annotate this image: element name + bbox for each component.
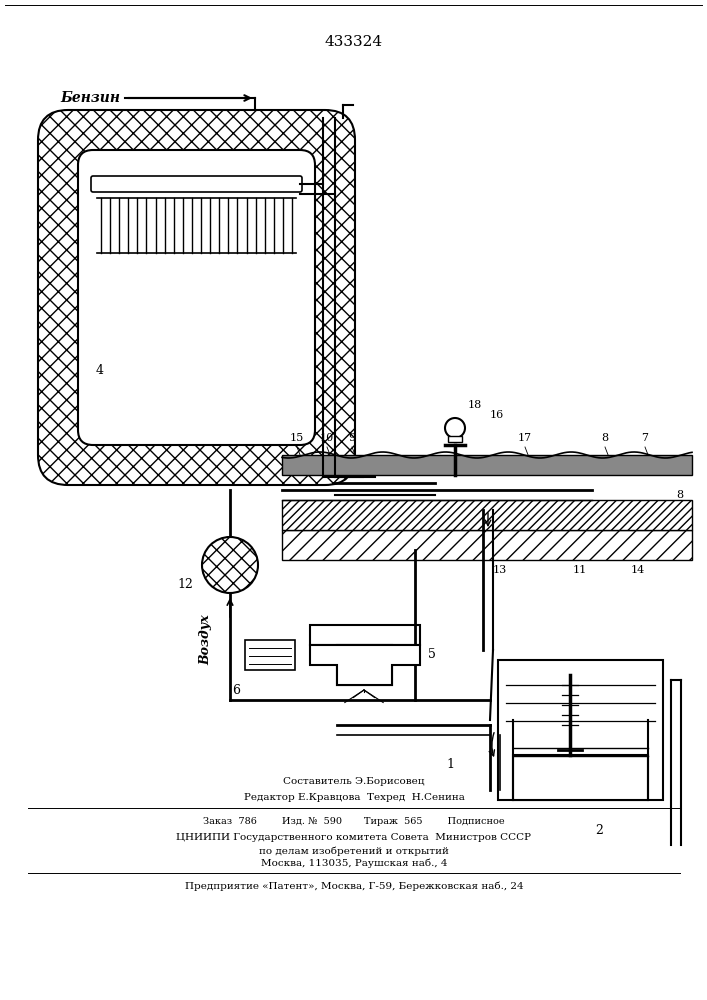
Bar <box>282 500 692 530</box>
Text: 7: 7 <box>641 433 648 443</box>
Text: Москва, 113035, Раушская наб., 4: Москва, 113035, Раушская наб., 4 <box>261 858 448 868</box>
Text: 13: 13 <box>493 565 507 575</box>
Bar <box>513 755 648 800</box>
Text: 2: 2 <box>595 824 603 836</box>
Circle shape <box>445 418 465 438</box>
Text: Заказ  786        Изд. №  590       Тираж  565        Подписное: Заказ 786 Изд. № 590 Тираж 565 Подписное <box>203 818 505 826</box>
Text: 433324: 433324 <box>325 35 383 49</box>
Text: 6: 6 <box>232 684 240 696</box>
Text: 9: 9 <box>349 433 356 443</box>
Text: Редактор Е.Кравцова  Техред  Н.Сенина: Редактор Е.Кравцова Техред Н.Сенина <box>244 794 464 802</box>
Bar <box>310 625 420 645</box>
Text: 11: 11 <box>573 565 587 575</box>
FancyBboxPatch shape <box>38 110 355 485</box>
Text: Предприятие «Патент», Москва, Г-59, Бережковская наб., 24: Предприятие «Патент», Москва, Г-59, Бере… <box>185 881 523 891</box>
Polygon shape <box>310 645 420 685</box>
Text: 3: 3 <box>510 678 518 692</box>
Text: 5: 5 <box>428 648 436 662</box>
Text: по делам изобретений и открытий: по делам изобретений и открытий <box>259 846 449 856</box>
Text: 8: 8 <box>602 433 609 443</box>
Text: 10: 10 <box>320 433 334 443</box>
Text: ЦНИИПИ Государственного комитета Совета  Министров СССР: ЦНИИПИ Государственного комитета Совета … <box>177 832 532 842</box>
Text: 14: 14 <box>631 565 645 575</box>
Text: 15: 15 <box>290 433 304 443</box>
Circle shape <box>202 537 258 593</box>
Text: 4: 4 <box>96 363 104 376</box>
Text: 17: 17 <box>518 433 532 443</box>
Bar <box>245 640 295 670</box>
FancyBboxPatch shape <box>78 150 315 445</box>
Text: Составитель Э.Борисовец: Составитель Э.Борисовец <box>284 778 425 786</box>
Bar <box>448 436 462 442</box>
Bar <box>282 455 692 475</box>
Text: 16: 16 <box>490 410 504 420</box>
Text: Бензин: Бензин <box>60 91 120 105</box>
Text: 18: 18 <box>468 400 482 410</box>
Text: 8: 8 <box>677 490 684 500</box>
Bar <box>282 530 692 560</box>
FancyBboxPatch shape <box>91 176 302 192</box>
Text: 12: 12 <box>177 578 193 591</box>
Text: Воздух: Воздух <box>199 615 212 665</box>
Bar <box>498 660 663 800</box>
Bar <box>337 645 392 685</box>
Text: 1: 1 <box>446 758 454 772</box>
